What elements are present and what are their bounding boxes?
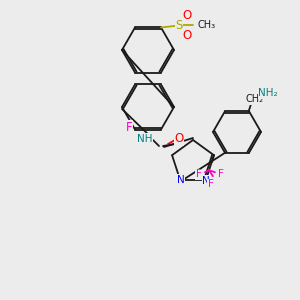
Text: S: S	[175, 19, 183, 32]
Text: NH₂: NH₂	[258, 88, 278, 98]
Text: O: O	[182, 29, 192, 42]
Text: CH₂: CH₂	[245, 94, 263, 104]
Text: N: N	[202, 176, 210, 186]
Text: CH₃: CH₃	[197, 20, 215, 31]
Text: O: O	[174, 133, 184, 146]
Text: F: F	[218, 169, 224, 179]
Text: O: O	[182, 9, 192, 22]
Text: NH: NH	[137, 134, 153, 144]
Text: F: F	[208, 179, 214, 189]
Text: N: N	[177, 175, 185, 185]
Text: F: F	[196, 169, 202, 179]
Text: F: F	[126, 121, 132, 134]
